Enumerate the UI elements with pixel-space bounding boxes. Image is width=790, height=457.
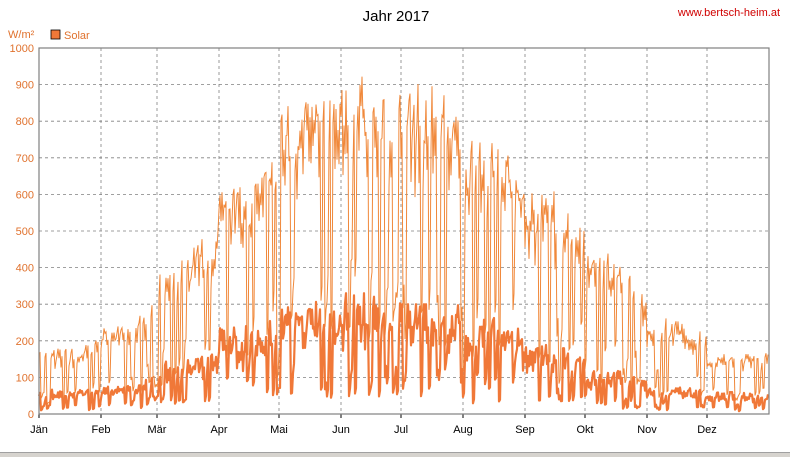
x-tick-label: Aug	[453, 424, 473, 436]
series-line-solar-mean	[37, 292, 770, 413]
x-tick-label: Nov	[637, 424, 657, 436]
plot-frame	[38, 47, 770, 415]
chart-title: Jahr 2017	[363, 8, 430, 25]
x-tick-label: Mär	[148, 424, 167, 436]
status-bar	[0, 452, 790, 457]
y-tick-label: 100	[16, 372, 34, 384]
x-tick-labels: Jän Feb Mär Apr Mai Jun Jul Aug Sep Okt Nov Dez	[30, 424, 717, 436]
website-link[interactable]: www.bertsch-heim.at	[677, 7, 780, 19]
y-tick-labels: 0 100 200 300 400 500 600 700 800 900 1000	[10, 43, 34, 421]
y-tick-label: 1000	[10, 43, 34, 55]
x-tick-label: Sep	[515, 424, 535, 436]
y-tick-label: 800	[16, 116, 34, 128]
y-tick-label: 300	[16, 299, 34, 311]
y-tick-label: 400	[16, 263, 34, 275]
plot-area	[37, 76, 770, 413]
y-tick-label: 700	[16, 153, 34, 165]
y-tick-label: 900	[16, 80, 34, 92]
grid-lines	[38, 48, 769, 418]
y-tick-label: 600	[16, 189, 34, 201]
y-tick-label: 500	[16, 226, 34, 238]
series-line-solar-max	[38, 76, 769, 406]
legend-swatch	[50, 29, 61, 40]
x-tick-label: Dez	[697, 424, 717, 436]
legend-label-solar: Solar	[64, 30, 90, 42]
x-tick-label: Apr	[210, 424, 227, 436]
y-axis-unit: W/m²	[8, 29, 35, 41]
x-tick-label: Jun	[332, 424, 350, 436]
x-tick-label: Jul	[394, 424, 408, 436]
x-tick-label: Feb	[92, 424, 111, 436]
x-tick-label: Okt	[576, 424, 593, 436]
y-tick-label: 200	[16, 336, 34, 348]
y-tick-label: 0	[28, 409, 34, 421]
x-tick-label: Jän	[30, 424, 48, 436]
x-tick-label: Mai	[270, 424, 288, 436]
